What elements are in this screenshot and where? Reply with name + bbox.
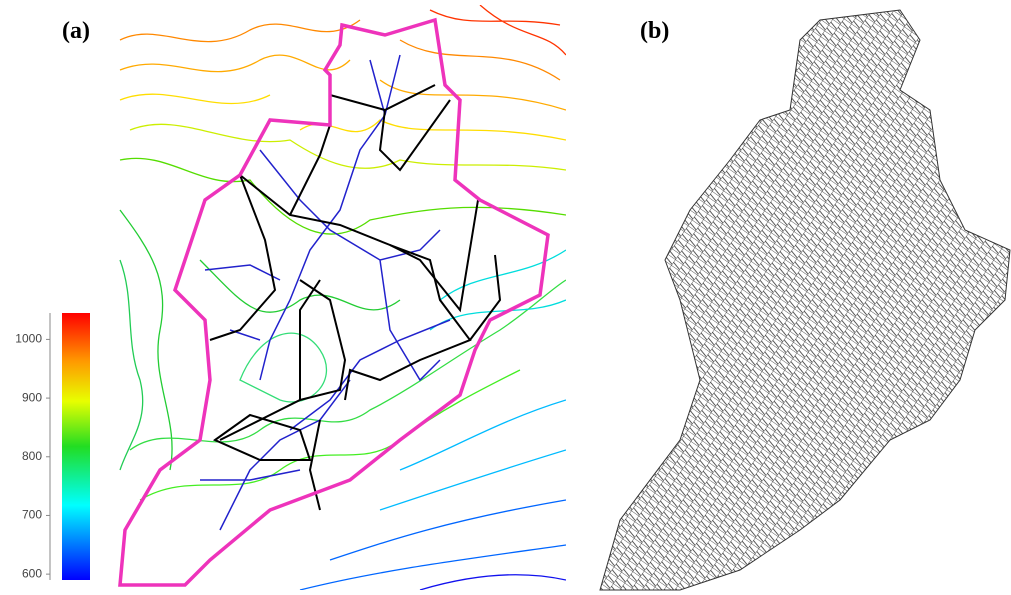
colorbar-ticks: 600 700 800 900 1000: [15, 332, 50, 581]
panel-label: (b): [640, 18, 669, 44]
tick-label: 1000: [15, 332, 42, 346]
tick-label: 700: [22, 508, 42, 522]
colorbar: [62, 313, 90, 580]
watershed-boundary: [120, 20, 548, 585]
tick-label: 900: [22, 390, 42, 404]
mesh: [600, 10, 1010, 590]
figure: (a) (b) 600 700 800 900 1000: [0, 0, 1011, 595]
tick-label: 800: [22, 449, 42, 463]
tick-label: 600: [22, 566, 42, 580]
panel-label: (a): [62, 18, 90, 44]
